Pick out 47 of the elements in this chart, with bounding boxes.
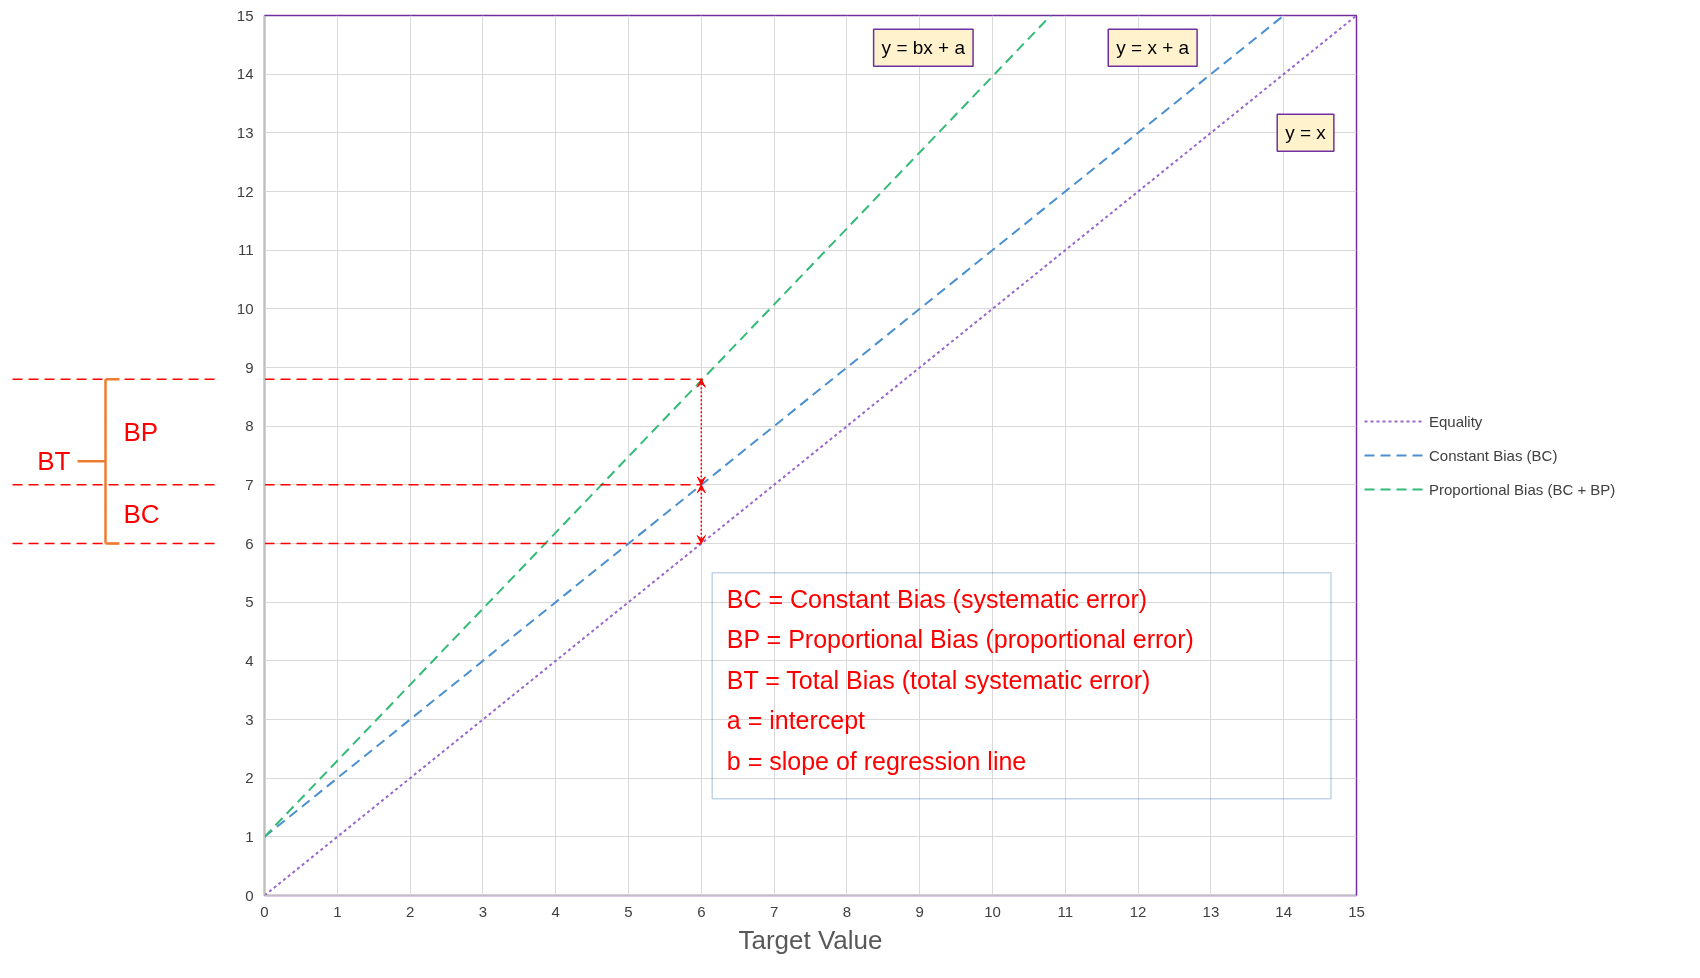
text: BT [37, 446, 71, 477]
x-tick-label: 4 [551, 902, 560, 920]
x-tick-label: 9 [915, 902, 924, 920]
x-tick-label: 1 [333, 902, 342, 920]
x-tick-label: 8 [842, 902, 852, 920]
legend-label: Proportional Bias (BC + BP) [1429, 480, 1616, 498]
x-tick-label: 5 [624, 902, 633, 920]
y-tick-label: 1 [245, 827, 254, 845]
x-tick-label: 3 [478, 902, 488, 920]
annotation: y = x [1285, 122, 1327, 144]
y-tick-label: 5 [245, 593, 254, 611]
annotation: b = slope of regression line [726, 746, 1027, 775]
annotation: y = x + a [1116, 37, 1190, 59]
y-tick-label: 4 [245, 651, 254, 669]
annotation: BC = Constant Bias (systematic error) [726, 584, 1148, 613]
x-tick-label: 6 [697, 902, 706, 920]
x-tick-label: 11 [1057, 902, 1074, 920]
x-tick-label: 15 [1348, 902, 1365, 920]
x-tick-label: 0 [260, 902, 269, 920]
legend-label: Constant Bias (BC) [1429, 446, 1558, 464]
x-tick-label: 10 [984, 902, 1001, 920]
y-tick-label: 9 [245, 358, 254, 376]
y-tick-label: 14 [236, 65, 254, 83]
x-tick-label: 7 [769, 902, 779, 920]
x-tick-label: 13 [1202, 902, 1220, 920]
annotation: y = bx + a [881, 37, 966, 59]
y-tick-label: 15 [236, 6, 254, 24]
x-tick-label: 12 [1129, 902, 1147, 920]
annotation: BP = Proportional Bias (proportional error) [726, 625, 1194, 654]
text: BP [123, 417, 159, 448]
y-tick-label: 11 [237, 241, 254, 259]
x-tick-label: 14 [1275, 902, 1293, 920]
y-tick-label: 0 [245, 886, 254, 904]
x-axis-title: Target Value [738, 924, 883, 955]
y-tick-label: 7 [245, 475, 254, 493]
y-tick-label: 10 [236, 299, 254, 317]
annotation: a = intercept [726, 706, 866, 735]
y-tick-label: 2 [245, 769, 254, 787]
annotation: BT = Total Bias (total systematic error) [726, 665, 1151, 694]
y-tick-label: 3 [245, 710, 254, 728]
y-tick-label: 13 [236, 123, 254, 141]
y-tick-label: 12 [236, 182, 254, 200]
y-tick-label: 8 [245, 417, 254, 435]
text: BC [123, 499, 160, 530]
legend-label: Equality [1429, 412, 1483, 430]
x-tick-label: 2 [405, 902, 415, 920]
y-tick-label: 6 [245, 534, 254, 552]
